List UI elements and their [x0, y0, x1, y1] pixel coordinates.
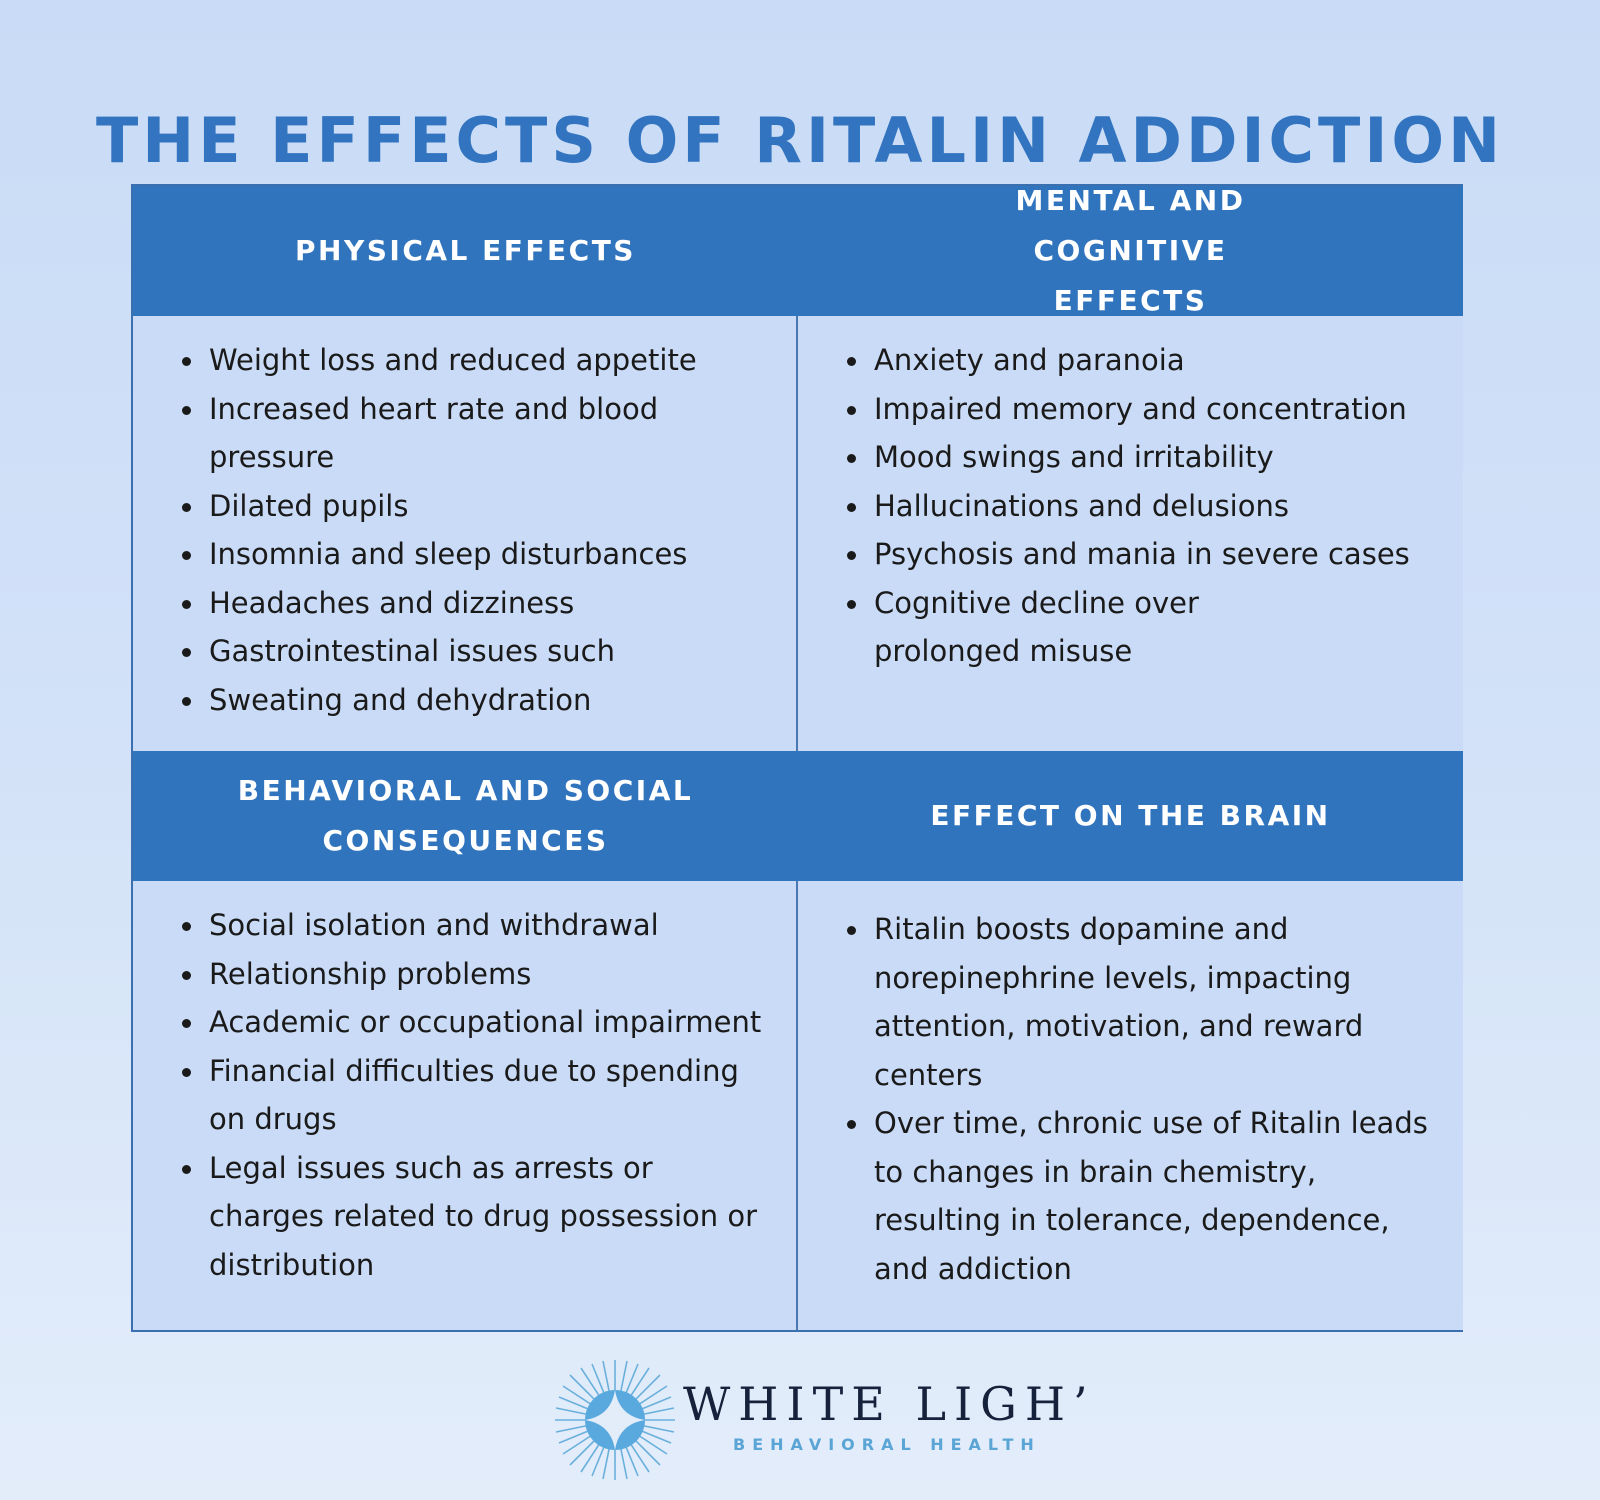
brand-logo: WHITE LIGH’ BEHAVIORAL HEALTH	[555, 1355, 1088, 1485]
list-item: Dilated pupils	[182, 482, 766, 531]
list-item: Relationship problems	[182, 950, 766, 999]
brand-subtitle: BEHAVIORAL HEALTH	[733, 1435, 1041, 1454]
list-item: Academic or occupational impairment	[182, 998, 766, 1047]
list-item: Increased heart rate and blood pressure	[182, 385, 689, 482]
section-header-brain: EFFECT ON THE BRAIN	[798, 751, 1463, 881]
section-body-brain: Ritalin boosts dopamine and norepinephri…	[798, 881, 1463, 1330]
list-item: Ritalin boosts dopamine and norepinephri…	[847, 905, 1394, 1099]
section-header-mental-text: MENTAL AND COGNITIVE EFFECTS	[1015, 184, 1246, 317]
list-item: Legal issues such as arrests or charges …	[182, 1144, 769, 1290]
section-header-mental: MENTAL AND COGNITIVE EFFECTS	[798, 184, 1463, 317]
section-header-behavioral: BEHAVIORAL AND SOCIAL CONSEQUENCES	[133, 751, 798, 881]
list-item: Over time, chronic use of Ritalin leads …	[847, 1099, 1434, 1293]
list-item: Insomnia and sleep disturbances	[182, 530, 766, 579]
section-header-physical: PHYSICAL EFFECTS	[133, 186, 798, 316]
brand-name: WHITE LIGH’	[683, 1377, 1096, 1431]
list-item: Social isolation and withdrawal	[182, 901, 766, 950]
list-item: Impaired memory and concentration	[847, 385, 1433, 434]
section-body-behavioral: Social isolation and withdrawal Relation…	[133, 881, 798, 1330]
physical-effects-list: Weight loss and reduced appetite Increas…	[179, 336, 766, 724]
list-item: Mood swings and irritability	[847, 433, 1433, 482]
list-item: Psychosis and mania in severe cases	[847, 530, 1433, 579]
list-item: Hallucinations and delusions	[847, 482, 1433, 531]
effects-table: PHYSICAL EFFECTS MENTAL AND COGNITIVE EF…	[131, 184, 1463, 1332]
list-item: Weight loss and reduced appetite	[182, 336, 766, 385]
behavioral-consequences-list: Social isolation and withdrawal Relation…	[179, 901, 766, 1289]
section-body-physical: Weight loss and reduced appetite Increas…	[133, 316, 798, 751]
list-item: Sweating and dehydration	[182, 676, 766, 725]
list-item: Gastrointestinal issues such	[182, 627, 766, 676]
mental-effects-list: Anxiety and paranoia Impaired memory and…	[844, 336, 1433, 676]
list-item: Headaches and dizziness	[182, 579, 766, 628]
list-item: Anxiety and paranoia	[847, 336, 1433, 385]
list-item: Financial difficulties due to spending o…	[182, 1047, 749, 1144]
section-body-mental: Anxiety and paranoia Impaired memory and…	[798, 316, 1463, 751]
section-header-behavioral-text: BEHAVIORAL AND SOCIAL CONSEQUENCES	[237, 774, 694, 857]
page-title: THE EFFECTS OF RITALIN ADDICTION	[96, 103, 1504, 177]
list-item: Cognitive decline over prolonged misuse	[847, 579, 1354, 676]
starburst-icon	[555, 1360, 675, 1480]
brain-effects-list: Ritalin boosts dopamine and norepinephri…	[844, 905, 1433, 1293]
